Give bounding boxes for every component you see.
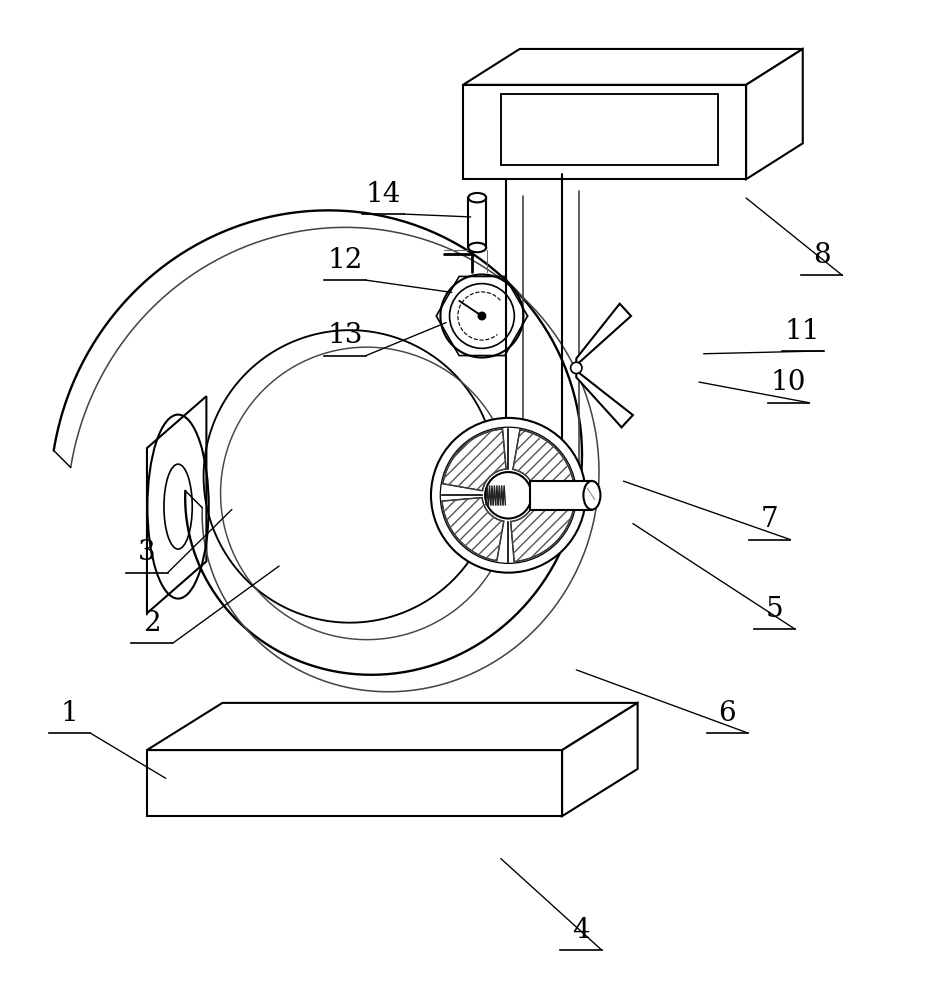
Circle shape	[484, 472, 531, 518]
Polygon shape	[468, 198, 485, 247]
Polygon shape	[147, 703, 637, 750]
Circle shape	[478, 312, 485, 320]
Polygon shape	[147, 750, 562, 816]
Text: 13: 13	[327, 322, 362, 349]
Text: 6: 6	[717, 700, 735, 727]
Text: 10: 10	[770, 369, 805, 396]
Wedge shape	[443, 429, 506, 491]
Circle shape	[430, 418, 585, 573]
Text: 4: 4	[572, 917, 589, 944]
Polygon shape	[562, 703, 637, 816]
Wedge shape	[442, 498, 503, 561]
Circle shape	[570, 362, 582, 374]
Wedge shape	[510, 500, 573, 562]
Ellipse shape	[468, 193, 485, 202]
Ellipse shape	[582, 481, 599, 510]
Polygon shape	[463, 49, 801, 85]
Text: 14: 14	[364, 181, 400, 208]
Text: 8: 8	[812, 242, 830, 269]
Polygon shape	[746, 49, 801, 179]
Wedge shape	[513, 430, 574, 493]
Text: 2: 2	[143, 610, 160, 637]
Polygon shape	[530, 481, 591, 510]
Polygon shape	[147, 396, 206, 613]
Polygon shape	[576, 304, 631, 365]
Polygon shape	[500, 94, 717, 165]
Text: 5: 5	[765, 596, 783, 623]
Text: 1: 1	[60, 700, 78, 727]
Polygon shape	[463, 85, 746, 179]
Ellipse shape	[468, 243, 485, 252]
Text: 3: 3	[138, 539, 156, 566]
Text: 7: 7	[760, 506, 778, 533]
Text: 12: 12	[327, 247, 362, 274]
Text: 11: 11	[784, 318, 819, 345]
Polygon shape	[576, 371, 632, 427]
